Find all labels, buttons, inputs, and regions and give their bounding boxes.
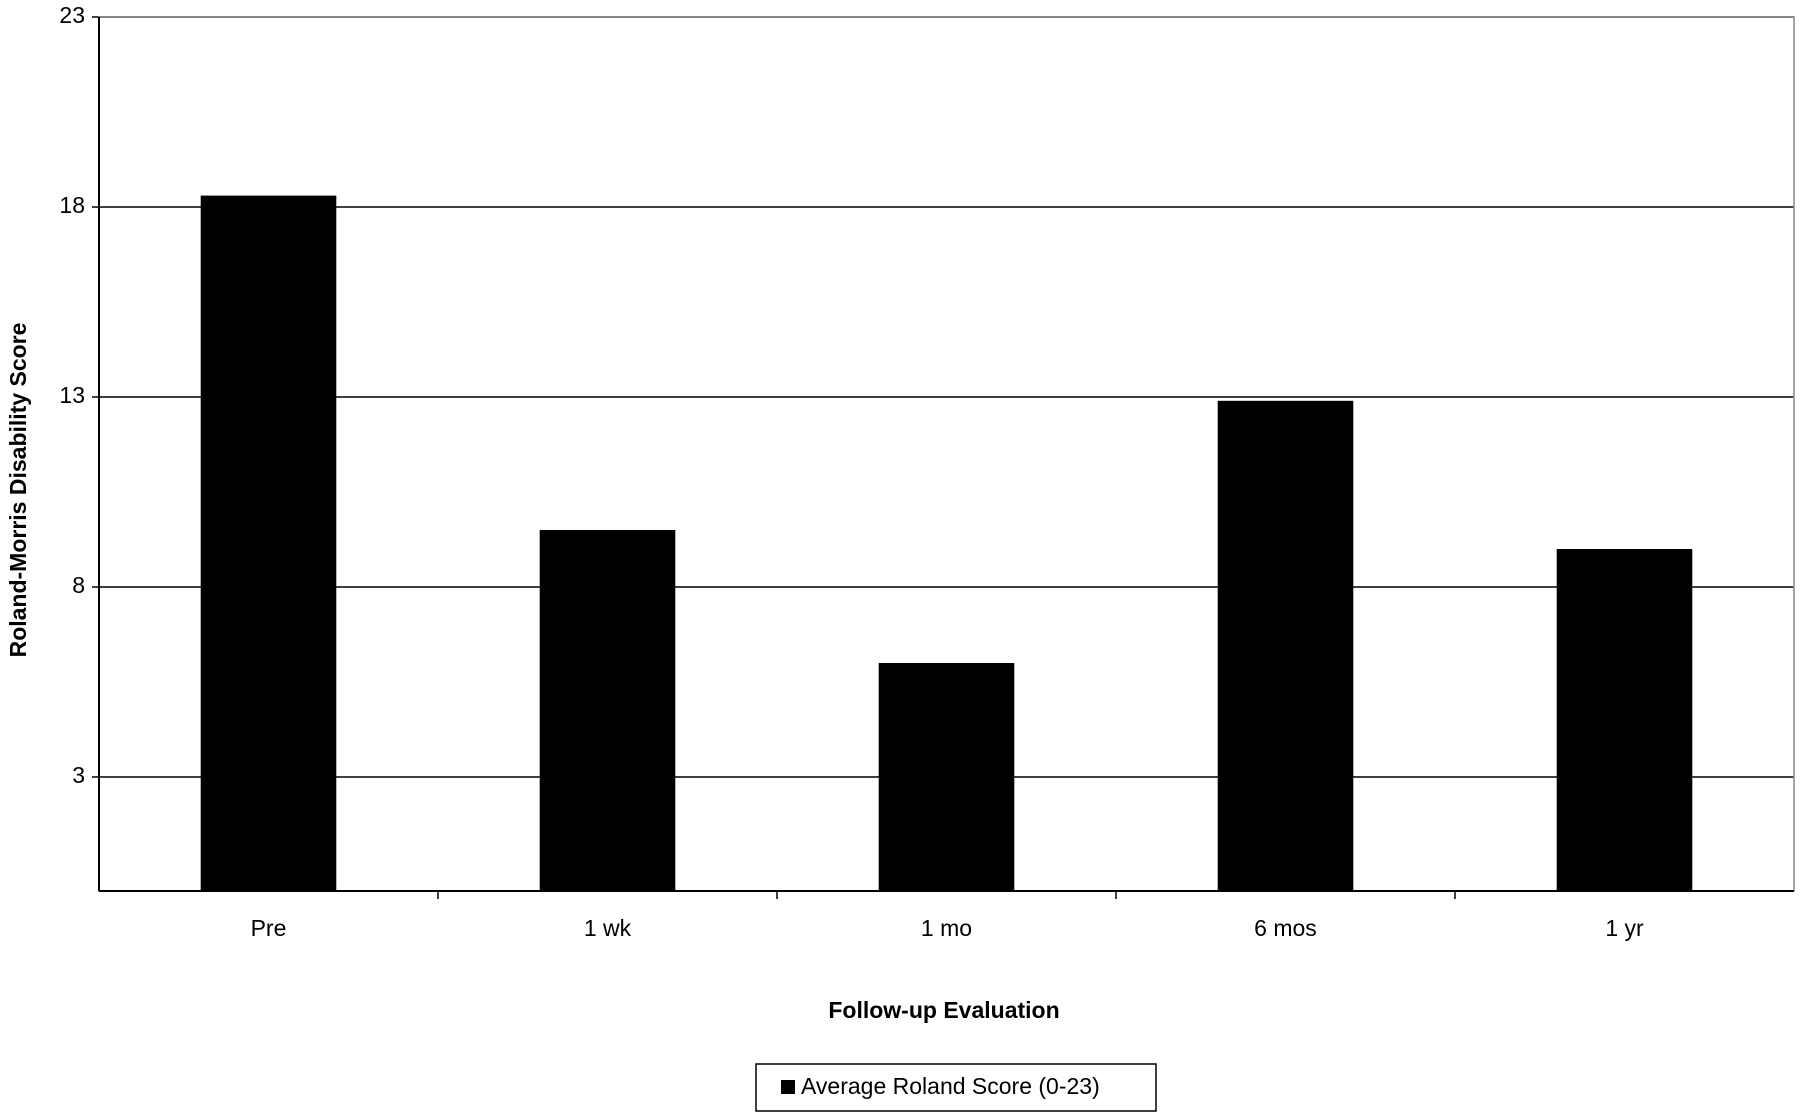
y-tick-label: 13 — [59, 382, 85, 408]
y-tick-label: 18 — [59, 192, 85, 218]
y-axis-title: Roland-Morris Disability Score — [5, 323, 31, 658]
y-tick-label: 3 — [72, 762, 85, 788]
x-tick-label: 1 yr — [1605, 915, 1644, 941]
legend-label: Average Roland Score (0-23) — [801, 1073, 1100, 1099]
bar — [878, 663, 1015, 891]
y-tick-label: 8 — [72, 572, 85, 598]
bar — [200, 195, 337, 892]
bar — [539, 530, 676, 891]
x-tick-label: Pre — [251, 915, 287, 941]
x-tick-label: 6 mos — [1254, 915, 1317, 941]
bar — [1556, 549, 1693, 891]
x-axis-title: Follow-up Evaluation — [828, 997, 1059, 1023]
y-tick-label: 23 — [59, 2, 85, 28]
bar — [1217, 400, 1354, 891]
x-tick-label: 1 wk — [584, 915, 632, 941]
x-tick-label: 1 mo — [921, 915, 972, 941]
legend-swatch — [781, 1080, 795, 1094]
legend-box — [755, 1063, 1157, 1112]
